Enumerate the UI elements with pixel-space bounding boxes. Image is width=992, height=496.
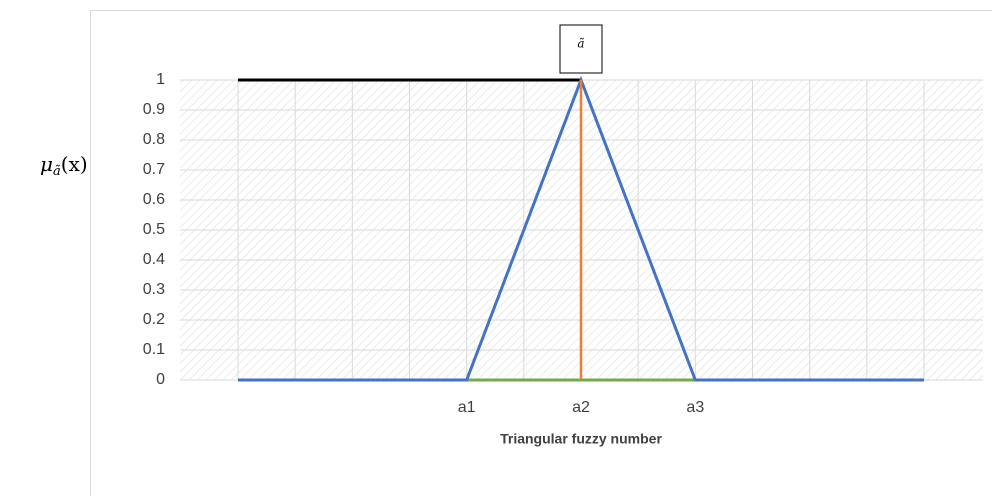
x-tick-label: a1 [458, 399, 476, 416]
x-axis-label: Triangular fuzzy number [500, 431, 662, 447]
y-tick-label: 0.2 [143, 311, 165, 328]
y-tick-label: 0.8 [143, 131, 165, 148]
y-tick-label: 0.5 [143, 221, 165, 238]
y-label-tail: (x) [61, 152, 88, 176]
y-axis-label: μã(x) [40, 152, 88, 179]
y-tick-label: 0.7 [143, 161, 165, 178]
y-label-sub: ã [53, 164, 61, 179]
y-tick-label: 0 [156, 371, 165, 388]
annotation-box [559, 24, 603, 74]
y-tick-label: 0.1 [143, 341, 165, 358]
y-label-main: μ [40, 152, 53, 176]
y-tick-label: 0.9 [143, 101, 165, 118]
x-tick-label: a2 [572, 399, 590, 416]
y-tick-label: 0.6 [143, 191, 165, 208]
marks [238, 75, 924, 382]
y-tick-label: 0.3 [143, 281, 165, 298]
y-tick-label: 0.4 [143, 251, 165, 268]
y-tick-label: 1 [156, 71, 165, 88]
annotation: ã [577, 37, 584, 51]
x-tick-label: a3 [686, 399, 704, 416]
